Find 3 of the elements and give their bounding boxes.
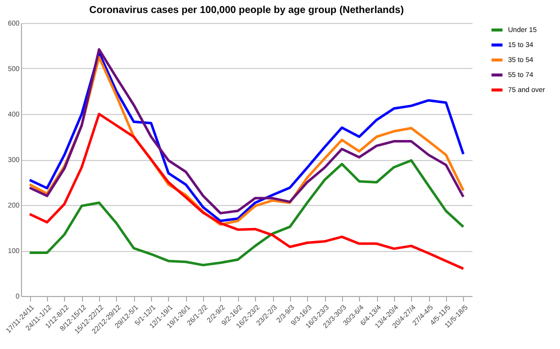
line-series [28,112,465,270]
line-series [28,159,465,266]
chart-title: Coronavirus cases per 100,000 people by age group (Netherlands) [89,5,404,16]
